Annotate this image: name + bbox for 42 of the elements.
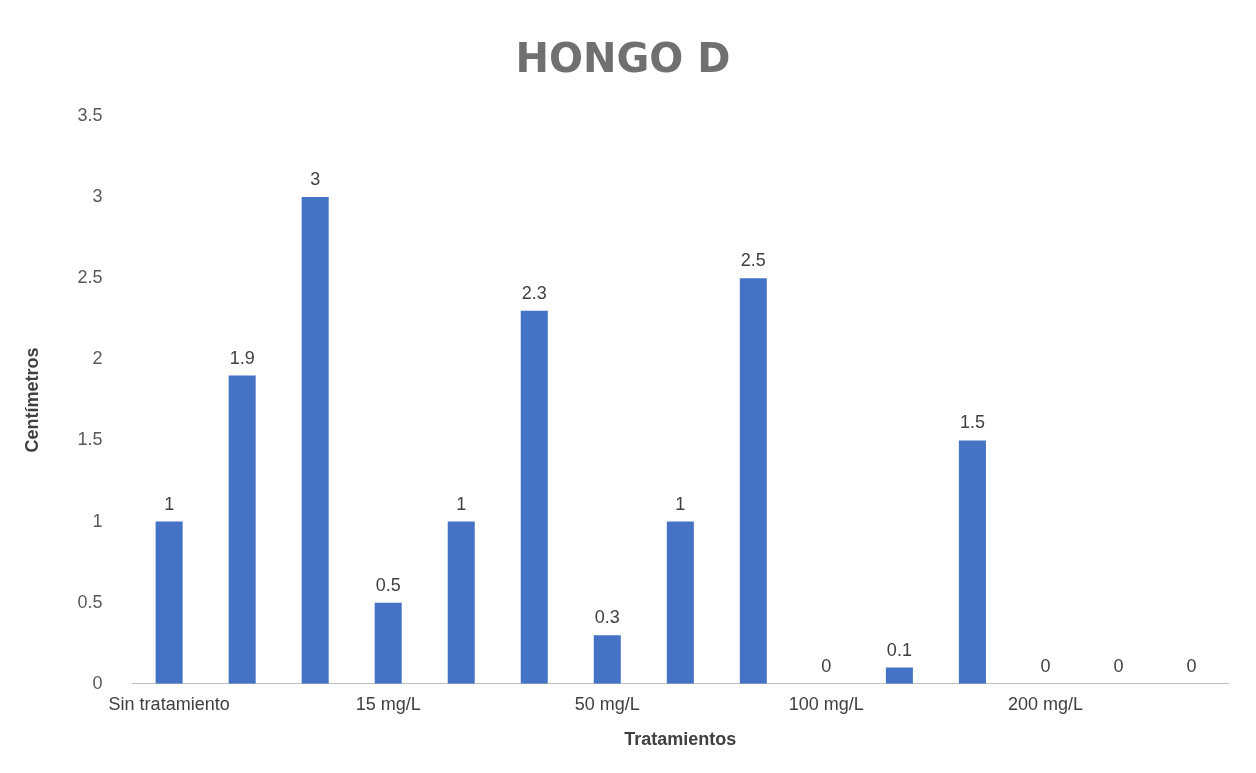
chart-title: HONGO D <box>515 35 731 82</box>
y-tick-label: 0.5 <box>77 591 103 612</box>
y-tick-label: 2 <box>92 348 103 369</box>
y-axis-title: Centímetros <box>21 347 42 453</box>
data-label: 3 <box>310 169 321 190</box>
bar <box>885 667 913 684</box>
data-label: 1 <box>164 493 175 514</box>
data-label: 0.3 <box>594 607 620 628</box>
data-label: 0 <box>1113 655 1124 676</box>
bar <box>520 310 548 684</box>
data-label: 1.9 <box>229 347 255 368</box>
x-tick-label: 100 mg/L <box>788 693 864 714</box>
bar <box>739 278 767 684</box>
data-label: 0.1 <box>886 639 912 660</box>
data-label: 1 <box>675 493 686 514</box>
y-tick-label: 1.5 <box>77 429 103 450</box>
data-label: 0.5 <box>375 574 401 595</box>
data-label: 1.5 <box>959 412 985 433</box>
bar <box>666 521 694 684</box>
x-tick-label: 50 mg/L <box>574 693 640 714</box>
bar <box>301 197 329 684</box>
data-label: 2.3 <box>521 282 547 303</box>
data-label: 1 <box>456 493 467 514</box>
bar <box>155 521 183 684</box>
y-tick-label: 3 <box>92 186 103 207</box>
data-label: 0 <box>1040 655 1051 676</box>
y-tick-label: 1 <box>92 510 103 531</box>
y-tick-label: 3.5 <box>77 104 103 125</box>
bar <box>374 602 402 684</box>
bar <box>593 635 621 684</box>
x-tick-label: Sin tratamiento <box>108 693 230 714</box>
x-tick-label: 15 mg/L <box>355 693 421 714</box>
y-tick-label: 2.5 <box>77 267 103 288</box>
bar <box>447 521 475 684</box>
bar <box>958 440 986 684</box>
x-tick-label: 200 mg/L <box>1007 693 1083 714</box>
data-label: 0 <box>821 655 832 676</box>
bar <box>228 375 256 684</box>
data-label: 2.5 <box>740 250 766 271</box>
y-tick-label: 0 <box>92 672 103 693</box>
x-axis-title: Tratamientos <box>624 729 737 750</box>
data-label: 0 <box>1186 655 1197 676</box>
